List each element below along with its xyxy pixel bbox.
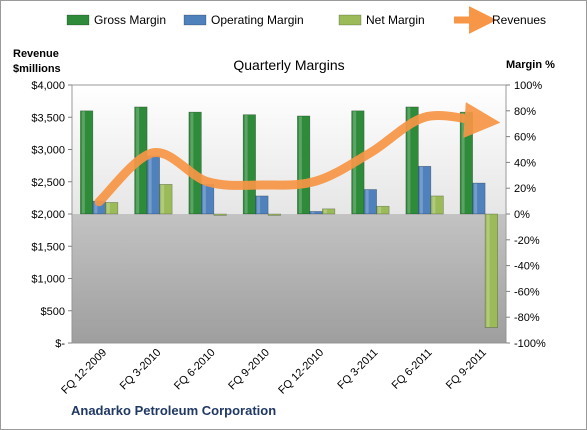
left-axis: $- $500 $1,000 $1,500 $2,000 $2,500 $3,000 $3,5… — [31, 80, 72, 350]
right-axis-title: Margin % — [506, 59, 555, 71]
bar-operating-margin — [255, 195, 269, 215]
bar-highlight — [106, 202, 110, 214]
bar-highlight — [419, 166, 423, 214]
bar-gross-margin — [188, 111, 202, 215]
x-tick-label: FQ 6-2011 — [390, 347, 435, 392]
bar-highlight — [461, 112, 465, 214]
revenue-line — [94, 102, 501, 207]
bar-operating-margin — [363, 189, 377, 215]
right-axis: -100% -80% -60% -40% -20% 0% 20% 40% 60% 80% 100% — [506, 80, 546, 350]
bar-highlight — [298, 116, 302, 214]
left-tick-label: $3,000 — [31, 145, 65, 157]
bar-gross-margin — [405, 106, 419, 215]
bar-operating-margin — [472, 182, 486, 215]
left-tick-label: $- — [55, 338, 65, 350]
revenue-series-line — [94, 102, 501, 207]
bar-highlight — [486, 214, 490, 328]
bar-highlight — [94, 201, 98, 214]
bar-operating-margin — [418, 165, 432, 215]
bar-highlight — [365, 189, 369, 214]
legend: Gross Margin Operating Margin Net Margin Re… — [66, 6, 546, 34]
bar-net-margin — [105, 202, 119, 215]
x-axis: FQ 12-2009 FQ 3-2010 FQ 6-2010 FQ 9-2010 FQ … — [59, 347, 489, 397]
legend-label: Revenues — [492, 13, 546, 27]
bar-highlight — [311, 211, 315, 214]
bar-highlight — [323, 209, 327, 214]
right-tick-label: -100% — [514, 338, 546, 350]
legend-swatch — [66, 14, 90, 26]
legend-label: Gross Margin — [94, 13, 166, 27]
x-tick-label: FQ 3-2010 — [118, 347, 164, 393]
right-tick-label: 80% — [514, 106, 536, 118]
bar-net-margin — [159, 184, 173, 215]
company-name: Anadarko Petroleum Corporation — [71, 403, 276, 418]
legend-label: Operating Margin — [211, 13, 304, 27]
right-tick-label: 0% — [514, 209, 530, 221]
bar-net-margin — [267, 213, 281, 216]
x-tick-label: FQ 9-2010 — [226, 347, 272, 393]
x-tick-label: FQ 12-2010 — [276, 347, 326, 397]
bar-highlight — [407, 107, 411, 214]
bar-gross-margin — [297, 115, 311, 215]
left-axis-title-line1: Revenue — [13, 48, 59, 60]
legend-swatch — [183, 14, 207, 26]
x-tick-label: FQ 12-2009 — [59, 347, 109, 397]
left-tick-label: $2,000 — [31, 209, 65, 221]
chart-title: Quarterly Margins — [233, 57, 344, 73]
left-tick-label: $1,000 — [31, 274, 65, 286]
bar-gross-margin — [80, 110, 94, 215]
legend-label: Net Margin — [366, 13, 425, 27]
bar-highlight — [81, 111, 85, 214]
bar-net-margin — [484, 213, 498, 328]
bar-net-margin — [322, 208, 336, 215]
right-tick-label: -80% — [514, 312, 540, 324]
x-tick-label: FQ 3-2011 — [335, 347, 380, 392]
bar-highlight — [378, 206, 382, 214]
left-axis-title-line2: $millions — [13, 63, 61, 75]
bar-highlight — [202, 184, 206, 214]
x-tick-label: FQ 9-2011 — [444, 347, 489, 392]
left-tick-label: $3,500 — [31, 112, 65, 124]
right-tick-label: -60% — [514, 286, 540, 298]
bar-highlight — [257, 196, 261, 214]
right-tick-label: -20% — [514, 235, 540, 247]
bar-net-margin — [430, 195, 444, 215]
left-tick-label: $2,500 — [31, 177, 65, 189]
bar-highlight — [161, 184, 165, 214]
right-tick-label: 20% — [514, 183, 536, 195]
left-tick-label: $4,000 — [31, 80, 65, 92]
legend-swatch — [338, 14, 362, 26]
bar-highlight — [148, 156, 152, 214]
right-tick-label: -40% — [514, 261, 540, 273]
x-tick-label: FQ 6-2010 — [172, 347, 218, 393]
left-tick-label: $500 — [41, 306, 65, 318]
bar-net-margin — [376, 205, 390, 215]
negative-region — [72, 214, 506, 343]
right-tick-label: 40% — [514, 157, 536, 169]
bar-highlight — [474, 183, 478, 214]
right-tick-label: 60% — [514, 132, 536, 144]
right-tick-label: 100% — [514, 80, 542, 92]
bar-highlight — [190, 112, 194, 214]
bar-net-margin — [213, 213, 227, 216]
bar-highlight — [432, 196, 436, 214]
left-tick-label: $1,500 — [31, 241, 65, 253]
bar-highlight — [244, 115, 248, 214]
